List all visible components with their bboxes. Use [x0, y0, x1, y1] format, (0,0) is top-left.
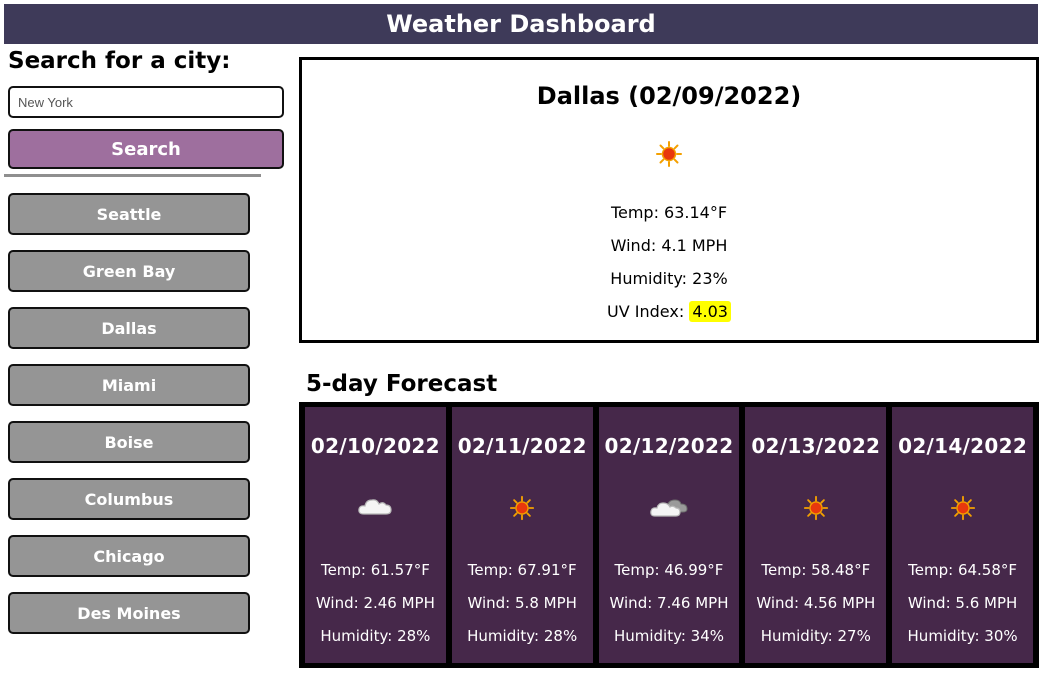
current-weather-card: Dallas (02/09/2022) Temp: 63.14°F Wind: … [299, 57, 1039, 343]
forecast-card: 02/13/2022 Temp: 58.48°F Wind: 4.56 MPH … [745, 407, 887, 663]
page-header: Weather Dashboard [4, 4, 1038, 44]
history-button-boise[interactable]: Boise [8, 421, 250, 463]
current-city-title: Dallas (02/09/2022) [536, 82, 802, 110]
forecast-date: 02/10/2022 [310, 434, 440, 458]
forecast-humidity: Humidity: 27% [760, 627, 871, 645]
history-button-des-moines[interactable]: Des Moines [8, 592, 250, 634]
sun-icon [803, 495, 828, 521]
city-search-input[interactable] [8, 86, 284, 118]
forecast-wind: Wind: 2.46 MPH [315, 594, 435, 612]
uv-value-badge: 4.03 [689, 301, 731, 322]
sun-icon [510, 495, 535, 521]
forecast-temp: Temp: 61.57°F [320, 561, 430, 579]
forecast-humidity: Humidity: 28% [467, 627, 578, 645]
forecast-temp: Temp: 67.91°F [467, 561, 577, 579]
history-button-miami[interactable]: Miami [8, 364, 250, 406]
current-wind: Wind: 4.1 MPH [610, 236, 728, 255]
forecast-icon-wrap [892, 495, 1033, 521]
forecast-icon-wrap [305, 495, 446, 521]
forecast-container: 02/10/2022 Temp: 61.57°F Wind: 2.46 MPH … [299, 402, 1039, 668]
forecast-humidity: Humidity: 34% [613, 627, 725, 645]
forecast-wind: Wind: 4.56 MPH [756, 594, 876, 612]
forecast-card: 02/14/2022 Temp: 64.58°F Wind: 5.6 MPH H… [892, 407, 1033, 663]
history-button-dallas[interactable]: Dallas [8, 307, 250, 349]
sun-icon [950, 495, 975, 521]
forecast-temp: Temp: 64.58°F [908, 561, 1018, 579]
current-uv-row: UV Index: 4.03 [302, 301, 1036, 322]
forecast-date: 02/13/2022 [751, 434, 881, 458]
forecast-date: 02/12/2022 [604, 434, 734, 458]
forecast-temp: Temp: 58.48°F [761, 561, 871, 579]
sun-icon [656, 141, 682, 167]
forecast-humidity: Humidity: 30% [907, 627, 1018, 645]
forecast-icon-wrap [599, 495, 740, 521]
page-title: Weather Dashboard [386, 10, 656, 38]
forecast-card: 02/12/2022 Temp: 46.99°F Wind: 7.46 MPH … [598, 407, 740, 663]
forecast-humidity: Humidity: 28% [320, 627, 431, 645]
forecast-icon-wrap [452, 495, 593, 521]
current-weather-icon-wrap [302, 140, 1036, 168]
search-button[interactable]: Search [8, 129, 284, 169]
search-heading: Search for a city: [8, 48, 231, 74]
history-button-green-bay[interactable]: Green Bay [8, 250, 250, 292]
forecast-wind: Wind: 5.8 MPH [467, 594, 577, 612]
search-history-list: Seattle Green Bay Dallas Miami Boise Col… [8, 193, 250, 649]
forecast-card: 02/11/2022 Temp: 67.91°F Wind: 5.8 MPH H… [451, 407, 593, 663]
clouds-icon [650, 499, 688, 517]
current-humidity: Humidity: 23% [610, 269, 728, 288]
uv-label: UV Index: [607, 302, 685, 321]
cloud-icon [358, 499, 392, 515]
forecast-temp: Temp: 46.99°F [614, 561, 724, 579]
history-button-seattle[interactable]: Seattle [8, 193, 250, 235]
forecast-heading: 5-day Forecast [306, 371, 498, 397]
forecast-card: 02/10/2022 Temp: 61.57°F Wind: 2.46 MPH … [305, 407, 446, 663]
forecast-date: 02/14/2022 [898, 434, 1028, 458]
forecast-wind: Wind: 7.46 MPH [609, 594, 729, 612]
divider [4, 174, 261, 177]
history-button-chicago[interactable]: Chicago [8, 535, 250, 577]
forecast-date: 02/11/2022 [457, 434, 587, 458]
history-button-columbus[interactable]: Columbus [8, 478, 250, 520]
current-temp: Temp: 63.14°F [610, 203, 728, 222]
forecast-wind: Wind: 5.6 MPH [907, 594, 1018, 612]
forecast-icon-wrap [745, 495, 886, 521]
